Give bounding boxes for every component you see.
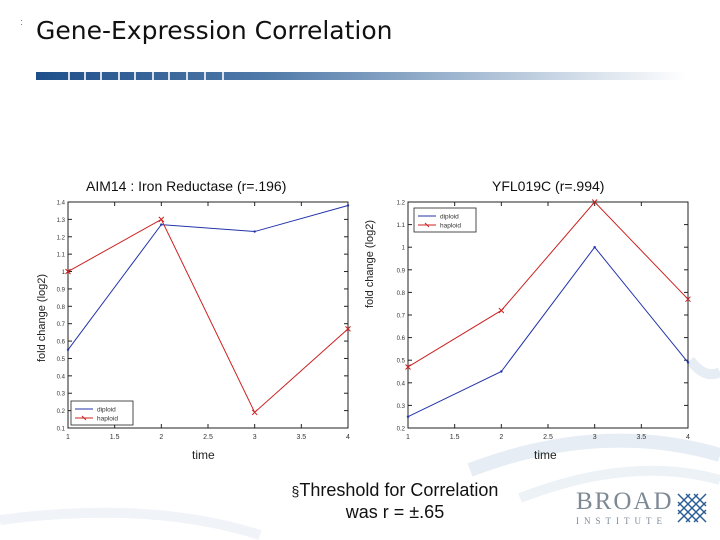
x-tick-label: 2 bbox=[159, 434, 163, 441]
x-tick-label: 2.5 bbox=[543, 434, 553, 441]
y-tick-label: 1 bbox=[402, 246, 406, 252]
left-chart-svg: 1 1.5 2 2.5 3 3.5 4 0.1 0.2 0.3 0.4 0.5 0.6 0.7 0.8 0.9… bbox=[57, 201, 351, 441]
y-tick-label: 0.6 bbox=[397, 336, 406, 342]
y-tick-label: 0.9 bbox=[57, 287, 66, 293]
right-chart-title: YFL019C (r=.994) bbox=[492, 178, 605, 194]
logo-lattice-icon bbox=[677, 493, 707, 523]
x-tick-label: 3 bbox=[253, 434, 257, 441]
y-tick-label: 1.2 bbox=[397, 201, 406, 207]
legend-box bbox=[70, 400, 134, 426]
y-tick-label: 1.4 bbox=[57, 201, 66, 207]
broad-institute-logo: BROAD INSTITUTE bbox=[572, 488, 712, 532]
x-tick-label: 3.5 bbox=[296, 434, 306, 441]
y-tick-label: 0.3 bbox=[397, 404, 406, 410]
y-tick-label: 0.4 bbox=[397, 381, 406, 387]
series-line-diploid bbox=[407, 246, 689, 418]
note-line-1: Threshold for Correlation bbox=[299, 480, 499, 500]
y-tick-label: 0.2 bbox=[57, 409, 66, 415]
y-tick-label: 0.9 bbox=[397, 268, 406, 274]
data-point-diploid bbox=[593, 246, 596, 249]
y-tick-label: 0.8 bbox=[57, 305, 66, 311]
legend-label-haploid: haploid bbox=[440, 223, 461, 230]
note-bullet: § bbox=[291, 483, 300, 499]
page-title: Gene-Expression Correlation bbox=[36, 16, 393, 45]
y-tick-label: 0.3 bbox=[57, 392, 66, 398]
data-point-haploid bbox=[158, 216, 165, 223]
data-point-haploid bbox=[251, 409, 258, 416]
x-tick-label: 3.5 bbox=[636, 434, 646, 441]
title-underline-rule bbox=[36, 72, 686, 80]
y-tick-label: 1.1 bbox=[57, 253, 66, 259]
logo-subtitle: INSTITUTE bbox=[576, 516, 667, 526]
data-point-diploid bbox=[500, 370, 503, 373]
y-tick-label: 1.2 bbox=[57, 235, 66, 241]
y-tick-label: 0.5 bbox=[57, 357, 66, 363]
legend-label-diploid: diploid bbox=[97, 407, 116, 414]
y-tick-label: 0.7 bbox=[397, 314, 406, 320]
data-point-diploid bbox=[686, 361, 690, 364]
data-point-haploid bbox=[591, 199, 598, 205]
x-tick-label: 2.5 bbox=[203, 434, 213, 441]
y-tick-label: 0.8 bbox=[397, 291, 406, 297]
y-tick-label: 0.6 bbox=[57, 340, 66, 346]
data-point-haploid bbox=[685, 296, 691, 303]
data-point-haploid bbox=[405, 364, 411, 370]
y-tick-label: 1.1 bbox=[397, 223, 406, 229]
data-point-haploid bbox=[345, 326, 351, 332]
data-point-haploid bbox=[65, 268, 71, 275]
data-point-haploid bbox=[498, 307, 505, 314]
x-tick-label: 1.5 bbox=[110, 434, 120, 441]
right-line-chart: 1 1.5 2 2.5 3 3.5 4 0.2 0.3 0.4 0.5 0.6 0.7 0.8 0.9 1 1.… bbox=[380, 196, 700, 446]
y-tick-label: 1.3 bbox=[57, 218, 66, 224]
left-chart-title: AIM14 : Iron Reductase (r=.196) bbox=[86, 178, 287, 194]
note-line-2: was r = ±.65 bbox=[345, 502, 445, 522]
y-tick-label: 0.4 bbox=[57, 374, 66, 380]
legend-label-diploid: diploid bbox=[440, 214, 459, 221]
y-tick-label: 0.1 bbox=[57, 427, 66, 433]
y-tick-label: 1 bbox=[62, 270, 66, 276]
x-tick-label: 3 bbox=[593, 434, 597, 441]
legend-box bbox=[413, 207, 477, 233]
x-tick-label: 2 bbox=[499, 434, 503, 441]
x-tick-label: 1 bbox=[66, 434, 70, 441]
x-tick-label: 4 bbox=[686, 434, 690, 441]
plot-area bbox=[407, 201, 689, 429]
legend-marker-haploid bbox=[81, 415, 87, 421]
x-tick-label: 1.5 bbox=[450, 434, 460, 441]
right-chart-ylabel: fold change (log2) bbox=[364, 219, 376, 308]
data-point-diploid bbox=[66, 348, 70, 351]
y-tick-label: 0.7 bbox=[57, 322, 66, 328]
series-line-diploid bbox=[67, 204, 349, 351]
threshold-note: §Threshold for Correlation was r = ±.65 bbox=[270, 480, 520, 523]
data-point-diploid bbox=[253, 230, 256, 233]
left-line-chart: 1 1.5 2 2.5 3 3.5 4 0.1 0.2 0.3 0.4 0.5 0.6 0.7 0.8 0.9… bbox=[40, 196, 360, 446]
right-chart-svg: 1 1.5 2 2.5 3 3.5 4 0.2 0.3 0.4 0.5 0.6 0.7 0.8 0.9 1 1.… bbox=[397, 199, 691, 441]
y-tick-label: 0.2 bbox=[397, 427, 406, 433]
title-marker: · · bbox=[20, 15, 23, 29]
left-chart-xlabel: time bbox=[192, 448, 215, 462]
x-tick-label: 4 bbox=[346, 434, 350, 441]
right-chart-xlabel: time bbox=[534, 448, 557, 462]
data-point-diploid bbox=[406, 415, 410, 418]
y-tick-label: 0.5 bbox=[397, 359, 406, 365]
data-point-diploid bbox=[160, 223, 163, 226]
series-line-haploid bbox=[407, 201, 689, 368]
legend-marker-haploid bbox=[424, 222, 430, 228]
legend-label-haploid: haploid bbox=[97, 416, 118, 423]
series-line-haploid bbox=[67, 218, 349, 414]
data-point-diploid bbox=[346, 204, 350, 207]
left-chart-ylabel: fold change (log2) bbox=[36, 273, 48, 362]
x-tick-label: 1 bbox=[406, 434, 410, 441]
logo-wordmark: BROAD bbox=[576, 488, 674, 515]
